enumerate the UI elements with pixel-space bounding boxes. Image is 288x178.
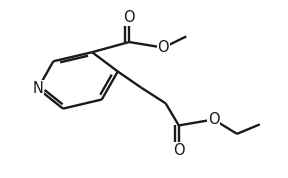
Text: O: O [173,143,185,158]
Text: O: O [158,40,169,55]
Text: N: N [33,81,43,96]
Text: O: O [208,112,219,127]
Text: O: O [123,10,135,25]
